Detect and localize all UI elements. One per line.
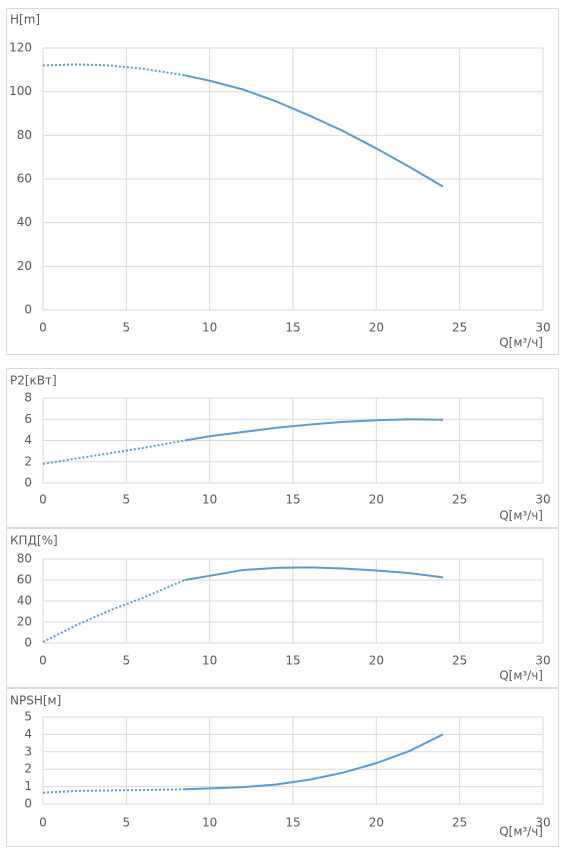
chart-panel: [6, 8, 559, 355]
x-tick-label: 25: [452, 816, 467, 830]
x-tick-label: 30: [535, 321, 550, 335]
x-tick-label: 0: [39, 321, 47, 335]
x-axis-label: Q[м³/ч]: [499, 509, 543, 523]
x-tick-label: 15: [285, 654, 300, 668]
chart-title: КПД[%]: [10, 534, 58, 548]
x-tick-label: 0: [39, 654, 47, 668]
y-tick-label: 0: [24, 797, 32, 811]
y-tick-label: 20: [17, 615, 32, 629]
x-tick-label: 5: [123, 321, 131, 335]
y-tick-label: 4: [24, 433, 32, 447]
y-tick-label: 40: [17, 215, 32, 229]
x-tick-label: 25: [452, 493, 467, 507]
y-tick-label: 120: [9, 41, 32, 55]
x-tick-label: 25: [452, 321, 467, 335]
x-axis-label: Q[м³/ч]: [499, 825, 543, 839]
x-axis-label: Q[м³/ч]: [499, 669, 543, 683]
line-series: [184, 566, 444, 581]
x-tick-label: 5: [123, 493, 131, 507]
x-tick-label: 30: [535, 493, 550, 507]
line-series: [184, 733, 444, 791]
y-tick-label: 2: [24, 762, 32, 776]
x-tick-label: 10: [202, 321, 217, 335]
line-series: [184, 74, 444, 188]
x-tick-label: 30: [535, 654, 550, 668]
chart-title: P2[кВт]: [10, 374, 57, 388]
y-tick-label: 0: [24, 303, 32, 317]
x-tick-label: 20: [369, 654, 384, 668]
y-tick-label: 80: [17, 552, 32, 566]
y-tick-label: 3: [24, 744, 32, 758]
y-tick-label: 2: [24, 454, 32, 468]
y-tick-label: 60: [17, 573, 32, 587]
chart-title: H[m]: [10, 13, 40, 27]
x-tick-label: 25: [452, 654, 467, 668]
y-tick-label: 60: [17, 172, 32, 186]
y-tick-label: 40: [17, 594, 32, 608]
line-series: [184, 418, 444, 442]
x-tick-label: 10: [202, 816, 217, 830]
y-tick-label: 0: [24, 636, 32, 650]
line-series: [42, 579, 186, 643]
x-tick-label: 10: [202, 493, 217, 507]
y-tick-label: 6: [24, 412, 32, 426]
x-tick-label: 20: [369, 493, 384, 507]
x-tick-label: 20: [369, 321, 384, 335]
x-tick-label: 5: [123, 816, 131, 830]
y-tick-label: 8: [24, 391, 32, 405]
x-tick-label: 15: [285, 493, 300, 507]
y-tick-label: 1: [24, 779, 32, 793]
x-tick-label: 5: [123, 654, 131, 668]
chart-title: NPSH[м]: [10, 694, 61, 708]
x-tick-label: 15: [285, 816, 300, 830]
x-tick-label: 10: [202, 654, 217, 668]
x-axis-label: Q[м³/ч]: [499, 336, 543, 350]
chart-panel: [6, 688, 559, 847]
y-tick-label: 5: [24, 710, 32, 724]
x-tick-label: 15: [285, 321, 300, 335]
x-tick-label: 0: [39, 493, 47, 507]
y-tick-label: 100: [9, 84, 32, 98]
y-tick-label: 20: [17, 259, 32, 273]
y-tick-label: 80: [17, 128, 32, 142]
y-tick-label: 0: [24, 476, 32, 490]
x-tick-label: 0: [39, 816, 47, 830]
x-tick-label: 20: [369, 816, 384, 830]
x-tick-label: 30: [535, 816, 550, 830]
y-tick-label: 4: [24, 727, 32, 741]
line-series: [42, 788, 185, 794]
chart-panel: [6, 528, 559, 688]
chart-panel: [6, 368, 559, 528]
